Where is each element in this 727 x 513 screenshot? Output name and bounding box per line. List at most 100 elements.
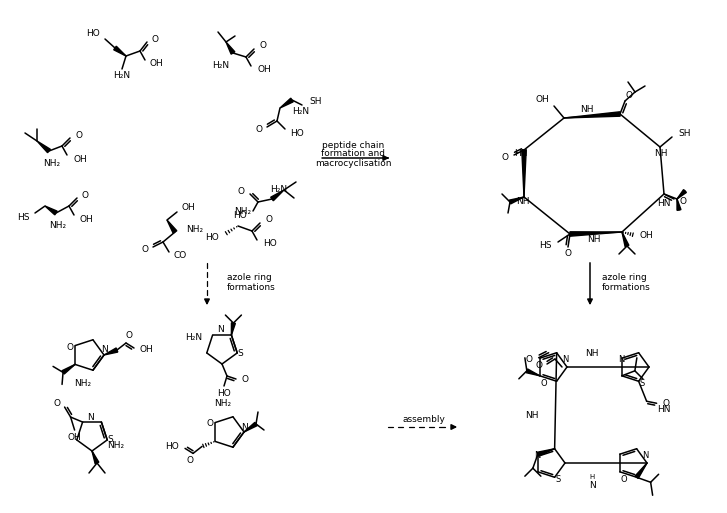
Polygon shape [622,232,629,247]
Polygon shape [280,98,293,108]
Text: HO: HO [290,128,304,137]
Text: HO: HO [263,240,277,248]
Text: O: O [152,34,159,44]
Text: N: N [217,326,223,334]
Text: azole ring: azole ring [602,273,647,283]
Polygon shape [522,150,526,197]
Text: O: O [238,187,245,195]
Text: O: O [187,456,193,465]
Text: NH: NH [587,235,601,245]
Text: formations: formations [602,284,651,292]
Text: NH₂: NH₂ [234,207,252,216]
Text: peptide chain: peptide chain [322,142,384,150]
Polygon shape [270,190,284,201]
Text: S: S [639,379,644,387]
Text: H₂N: H₂N [292,107,309,115]
Text: formations: formations [227,283,276,291]
Text: O: O [540,379,547,387]
Text: HS: HS [539,241,552,249]
Text: NH₂: NH₂ [214,400,232,408]
Text: HN: HN [656,405,670,414]
Text: OH: OH [640,230,654,240]
Text: NH: NH [585,348,599,358]
Polygon shape [537,449,555,456]
Text: O: O [259,42,266,50]
Text: O: O [206,420,214,428]
Polygon shape [510,197,524,204]
Text: O: O [680,196,687,206]
Text: OH: OH [257,66,270,74]
Text: HS: HS [17,212,30,222]
Text: NH: NH [654,149,667,159]
Text: OH: OH [140,345,153,354]
Text: N: N [534,450,540,460]
Polygon shape [526,369,540,376]
Text: H₂N: H₂N [212,62,230,70]
Text: O: O [54,399,60,407]
Polygon shape [113,46,126,56]
Polygon shape [677,199,681,210]
Text: O: O [141,245,148,253]
Text: O: O [625,91,632,101]
Polygon shape [37,141,50,153]
Text: S: S [555,475,561,483]
Text: N: N [562,354,569,364]
Text: OH: OH [73,154,87,164]
Polygon shape [564,112,620,118]
Text: O: O [265,215,272,225]
Text: NH₂: NH₂ [186,226,203,234]
Polygon shape [231,323,236,335]
Text: O: O [535,362,542,370]
Text: NH₂: NH₂ [107,441,124,449]
Text: formation and: formation and [321,148,385,157]
Polygon shape [570,232,622,236]
Text: N: N [589,481,595,489]
Polygon shape [677,190,686,199]
Polygon shape [62,364,75,374]
Text: CO: CO [174,250,188,260]
Text: macrocyclisation: macrocyclisation [315,160,391,168]
Text: S: S [237,348,243,358]
Text: OH: OH [80,214,94,224]
Polygon shape [45,206,57,215]
Text: O: O [126,330,132,340]
Text: HN: HN [657,200,670,208]
Polygon shape [226,42,235,54]
Text: H₂N: H₂N [270,185,288,193]
Text: N: N [618,354,624,364]
Text: HO: HO [165,442,179,451]
Text: OH: OH [68,432,81,442]
Text: N: N [101,345,108,354]
Text: HN: HN [515,149,528,159]
Text: HO: HO [217,388,231,398]
Text: azole ring: azole ring [227,272,272,282]
Text: NH: NH [580,106,594,114]
Text: N: N [241,423,248,431]
Text: O: O [82,190,89,200]
Text: H₂N: H₂N [113,71,131,81]
Text: NH: NH [516,198,530,207]
Text: H: H [590,474,595,480]
Text: NH: NH [525,410,539,420]
Text: S: S [107,436,113,444]
Polygon shape [635,463,647,479]
Text: NH₂: NH₂ [49,221,67,229]
Text: OH: OH [182,204,196,212]
Text: O: O [526,355,533,364]
Text: O: O [66,343,73,351]
Text: HO: HO [87,30,100,38]
Polygon shape [244,422,257,432]
Text: NH₂: NH₂ [44,160,60,168]
Text: OH: OH [150,60,164,69]
Text: OH: OH [535,95,549,105]
Polygon shape [167,220,177,233]
Text: HO: HO [233,210,247,220]
Text: N: N [642,450,648,460]
Text: O: O [242,374,249,384]
Text: N: N [87,412,93,422]
Text: HO: HO [205,233,219,243]
Text: O: O [620,475,627,483]
Polygon shape [104,348,118,355]
Polygon shape [92,451,99,464]
Text: O: O [564,249,571,259]
